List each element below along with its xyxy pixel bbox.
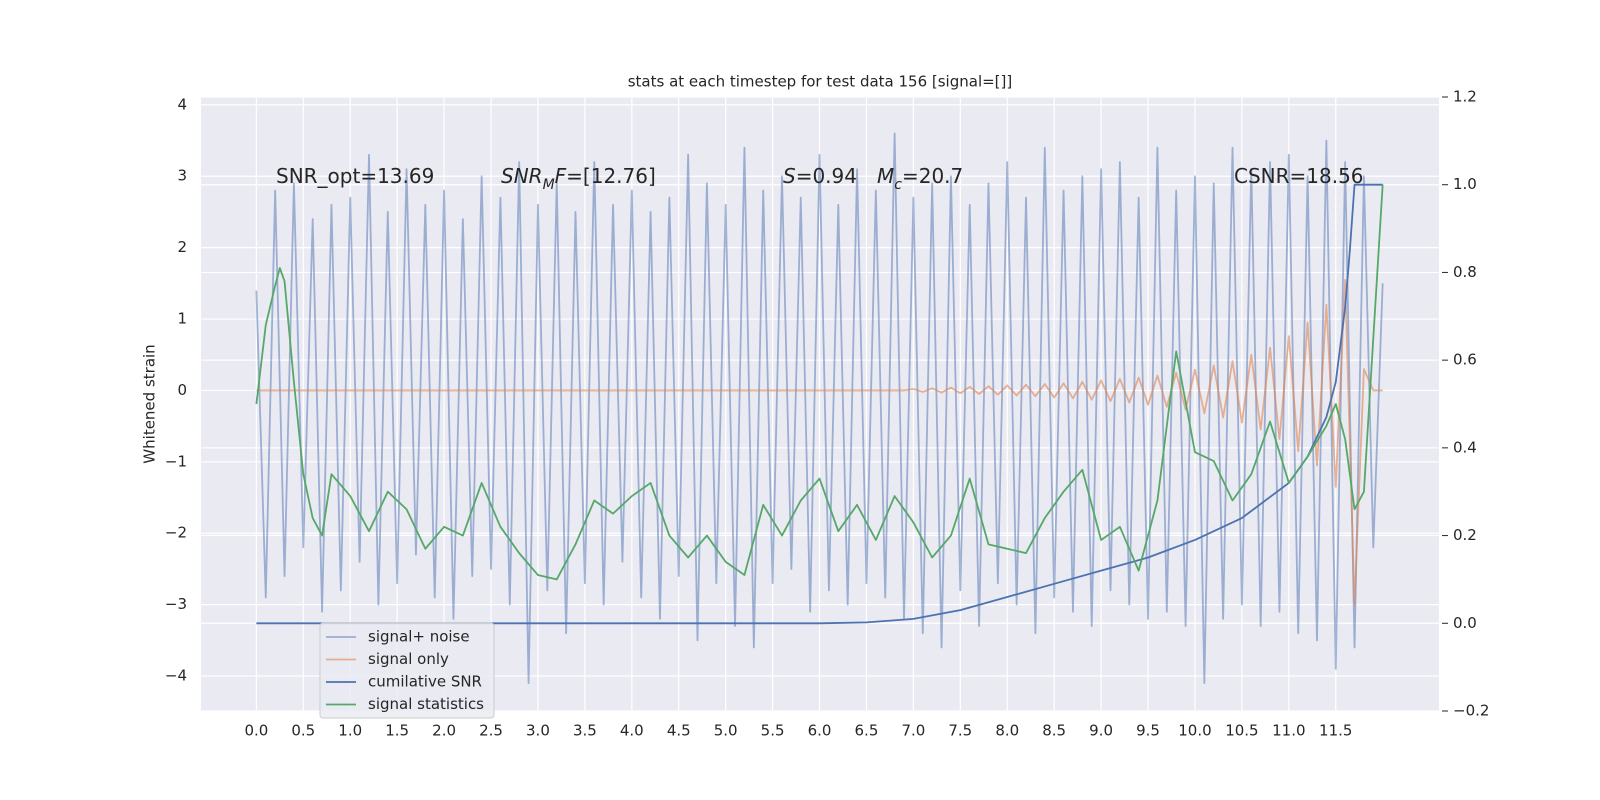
annotation-part: =20.7 xyxy=(902,164,963,188)
annotation-part: S xyxy=(783,164,796,188)
x-tick-label: 4.5 xyxy=(667,722,691,740)
y-tick-label: 2 xyxy=(177,238,187,256)
annotation-part: SNR_opt=13.69 xyxy=(276,164,434,188)
x-tick-label: 11.5 xyxy=(1319,722,1352,740)
y2-tick-label: −0.2 xyxy=(1453,702,1489,720)
legend-label: signal statistics xyxy=(368,695,484,713)
y-tick-label: 4 xyxy=(177,95,187,113)
x-tick-label: 0.5 xyxy=(291,722,315,740)
annotation: S=0.94 xyxy=(783,164,857,188)
x-tick-label: 8.5 xyxy=(1042,722,1066,740)
annotation-part: SNR xyxy=(501,164,543,188)
overlay: SNR_opt=13.69 SNRMF=[12.76] S=0.94 Mc=20.7 C… xyxy=(276,164,1364,719)
y2-tick-label: 0.6 xyxy=(1453,351,1477,369)
legend-label: signal only xyxy=(368,650,449,668)
legend-label: cumilative SNR xyxy=(368,673,482,691)
x-tick-label: 2.0 xyxy=(432,722,456,740)
annotation-part: CSNR=18.56 xyxy=(1234,164,1364,188)
y2-tick-label: 0.0 xyxy=(1453,614,1477,632)
marks xyxy=(255,132,1384,685)
x-tick-label: 7.0 xyxy=(901,722,925,740)
x-tick-label: 8.0 xyxy=(995,722,1019,740)
x-tick-label: 3.0 xyxy=(526,722,550,740)
y-tick-label: −2 xyxy=(165,524,187,542)
annotation-part: =[12.76] xyxy=(566,164,656,188)
x-tick-label: 10.5 xyxy=(1225,722,1258,740)
y-tick-label: 3 xyxy=(177,167,187,185)
legend-label: signal+ noise xyxy=(368,628,470,646)
x-tick-label: 10.0 xyxy=(1178,722,1211,740)
x-tick-label: 1.0 xyxy=(338,722,362,740)
x-tick-label: 5.5 xyxy=(761,722,785,740)
x-tick-label: 1.5 xyxy=(385,722,409,740)
annotation-part: M xyxy=(877,164,894,188)
x-tick-label: 6.0 xyxy=(808,722,832,740)
series-line xyxy=(255,184,1384,581)
annotation: CSNR=18.56 xyxy=(1234,164,1364,188)
x-tick-label: 2.5 xyxy=(479,722,503,740)
legend-box xyxy=(319,622,495,719)
annotation-part: =0.94 xyxy=(796,164,857,188)
annotation: SNR_opt=13.69 xyxy=(276,164,434,188)
y-tick-label: −3 xyxy=(165,595,187,613)
x-tick-label: 0.0 xyxy=(244,722,268,740)
chart-title: stats at each timestep for test data 156… xyxy=(628,73,1013,91)
legend: signal+ noise signal only cumilative SNR si… xyxy=(319,622,495,719)
y2-tick-label: 0.4 xyxy=(1453,438,1477,456)
y2-tick-label: 0.2 xyxy=(1453,526,1477,544)
series-line xyxy=(256,278,1383,606)
x-tick-label: 7.5 xyxy=(948,722,972,740)
x-tick-label: 5.0 xyxy=(714,722,738,740)
y-tick-label: −1 xyxy=(165,452,187,470)
annotation-part: F xyxy=(555,164,567,188)
x-tick-label: 3.5 xyxy=(573,722,597,740)
y2-tick-label: 1.2 xyxy=(1453,88,1477,106)
annotation: Mc=20.7 xyxy=(877,164,963,194)
x-tick-label: 11.0 xyxy=(1272,722,1305,740)
y-tick-label: 1 xyxy=(177,310,187,328)
annotation-part: M xyxy=(543,177,555,193)
y-tick-label: 0 xyxy=(177,381,187,399)
series-line xyxy=(256,183,1383,625)
y-tick-label: −4 xyxy=(165,667,187,685)
x-tick-label: 9.5 xyxy=(1136,722,1160,740)
y2-tick-label: 0.8 xyxy=(1453,263,1477,281)
annotation: SNRMF=[12.76] xyxy=(501,164,656,194)
series-line xyxy=(255,132,1384,685)
x-tick-label: 9.0 xyxy=(1089,722,1113,740)
annotation-part: c xyxy=(894,177,902,193)
y2-tick-label: 1.0 xyxy=(1453,175,1477,193)
y-axis-label: Whitened strain xyxy=(141,344,159,463)
x-tick-label: 6.5 xyxy=(855,722,879,740)
x-tick-label: 4.0 xyxy=(620,722,644,740)
